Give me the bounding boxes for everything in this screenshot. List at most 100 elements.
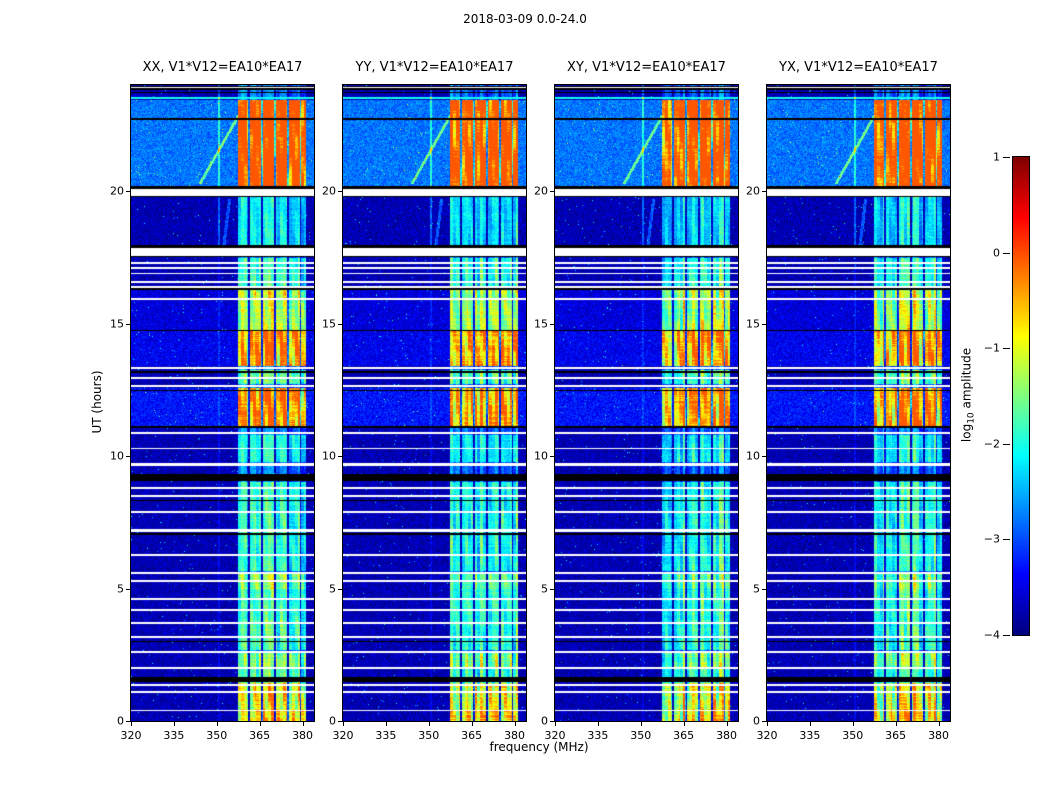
x-tick-label: 365: [249, 729, 271, 742]
panel-yx: YX, V1*V12=EA10*EA17 320 335 350 365 380 0 5 10…: [746, 60, 951, 742]
x-tick-label: 380: [928, 729, 950, 742]
x-tick-label: 350: [418, 729, 440, 742]
y-tick-label: 20: [534, 184, 548, 198]
y-tick-mark: [338, 323, 342, 325]
y-tick-label: 20: [746, 184, 760, 198]
y-tick-mark: [550, 721, 554, 722]
spectrogram-xy: [554, 84, 739, 722]
colorbar-tick-mark: [1003, 348, 1010, 350]
y-tick-mark: [762, 721, 766, 722]
y-tick-label: 5: [329, 582, 336, 595]
x-tick-mark: [428, 722, 430, 726]
colorbar-label-suffix: amplitude: [959, 347, 974, 413]
y-tick-mark: [550, 191, 554, 192]
colorbar-tick-mark: [1003, 252, 1010, 254]
y-tick-mark: [126, 456, 130, 457]
x-tick-mark: [385, 722, 387, 726]
x-tick-mark: [471, 722, 473, 726]
colorbar-tick-mark: [1003, 157, 1010, 158]
x-tick-label: 365: [673, 729, 695, 742]
spectrogram-xx: [130, 84, 315, 722]
y-tick-mark: [338, 721, 342, 722]
x-tick-mark: [131, 722, 132, 726]
y-tick-mark: [762, 588, 766, 590]
x-tick-label: 335: [375, 729, 397, 742]
y-tick-label: 15: [322, 317, 336, 330]
y-tick-label: 5: [753, 582, 760, 595]
y-tick-mark: [338, 588, 342, 590]
colorbar-tick-label: −1: [983, 341, 1000, 355]
x-tick-mark: [938, 722, 940, 726]
y-tick-label: 0: [329, 714, 336, 728]
x-tick-mark: [809, 722, 811, 726]
x-tick-mark: [895, 722, 897, 726]
y-tick-mark: [550, 323, 554, 325]
y-tick-label: 10: [322, 449, 336, 463]
x-tick-label: 380: [504, 729, 526, 742]
spectrogram-yx: [766, 84, 951, 722]
y-tick-label: 20: [110, 184, 124, 198]
x-tick-mark: [555, 722, 556, 726]
y-tick-label: 0: [753, 714, 760, 728]
x-tick-label: 335: [163, 729, 185, 742]
colorbar-tick-mark: [1003, 539, 1010, 541]
panel-title-xy: XY, V1*V12=EA10*EA17: [567, 60, 726, 75]
panel-title-yx: YX, V1*V12=EA10*EA17: [779, 60, 938, 75]
y-tick-label: 10: [534, 449, 548, 463]
spectrogram-yy: [342, 84, 527, 722]
colorbar-gradient: [1012, 156, 1030, 636]
x-tick-mark: [173, 722, 175, 726]
y-tick-mark: [762, 323, 766, 325]
y-tick-mark: [550, 456, 554, 457]
colorbar-tick-label: −3: [983, 532, 1000, 546]
x-tick-mark: [514, 722, 516, 726]
x-tick-label: 320: [544, 729, 566, 742]
colorbar-label-sub: 10: [966, 412, 977, 424]
x-tick-label: 350: [206, 729, 228, 742]
x-tick-label: 335: [587, 729, 609, 742]
y-tick-mark: [126, 323, 130, 325]
x-tick-label: 380: [716, 729, 738, 742]
y-tick-label: 10: [110, 449, 124, 463]
y-tick-mark: [126, 721, 130, 722]
y-tick-mark: [126, 588, 130, 590]
colorbar-tick-label: 1: [993, 150, 1000, 164]
x-tick-mark: [683, 722, 685, 726]
y-tick-label: 15: [534, 317, 548, 330]
x-tick-label: 365: [885, 729, 907, 742]
x-tick-label: 365: [461, 729, 483, 742]
x-axis-label: frequency (MHz): [489, 740, 589, 754]
x-tick-mark: [216, 722, 218, 726]
y-tick-label: 15: [110, 317, 124, 330]
colorbar-tick-label: −2: [983, 437, 1000, 451]
x-tick-label: 350: [842, 729, 864, 742]
x-tick-label: 320: [332, 729, 354, 742]
colorbar-tick-mark: [1003, 635, 1010, 636]
y-tick-mark: [126, 191, 130, 192]
colorbar-label: log10 amplitude: [959, 348, 976, 442]
y-tick-label: 20: [322, 184, 336, 198]
x-tick-mark: [640, 722, 642, 726]
y-axis-label: UT (hours): [90, 370, 104, 434]
y-tick-mark: [762, 456, 766, 457]
x-tick-label: 335: [799, 729, 821, 742]
y-tick-label: 10: [746, 449, 760, 463]
colorbar-tick-mark: [1003, 443, 1010, 445]
y-tick-label: 5: [117, 582, 124, 595]
x-tick-label: 350: [630, 729, 652, 742]
colorbar: log10 amplitude 1 0 −1 −2 −3 −4: [959, 151, 1030, 642]
x-tick-mark: [302, 722, 304, 726]
panel-xx: XX, V1*V12=EA10*EA17 320 335 350 365 380 0 5 10…: [110, 60, 315, 742]
y-tick-label: 5: [541, 582, 548, 595]
y-tick-label: 0: [117, 714, 124, 728]
y-tick-mark: [550, 588, 554, 590]
y-tick-label: 0: [541, 714, 548, 728]
x-tick-mark: [767, 722, 768, 726]
x-tick-mark: [726, 722, 728, 726]
x-tick-mark: [259, 722, 261, 726]
y-tick-mark: [338, 456, 342, 457]
panel-title-yy: YY, V1*V12=EA10*EA17: [355, 60, 514, 75]
y-tick-mark: [338, 191, 342, 192]
x-tick-mark: [852, 722, 854, 726]
x-tick-mark: [597, 722, 599, 726]
